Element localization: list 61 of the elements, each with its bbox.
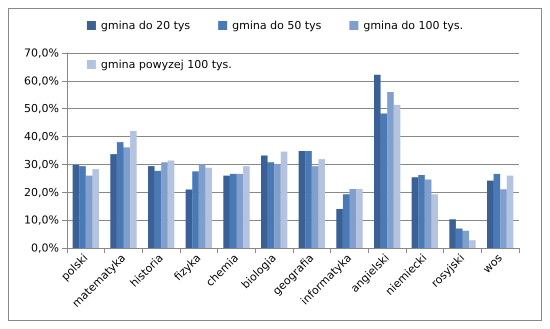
bar bbox=[154, 170, 162, 248]
bar bbox=[243, 166, 250, 248]
bar bbox=[412, 177, 418, 248]
bar bbox=[380, 113, 388, 248]
bar bbox=[236, 174, 244, 248]
bar bbox=[268, 162, 274, 248]
y-tick-label: 30,0% bbox=[24, 158, 59, 171]
bar bbox=[500, 189, 507, 248]
bar bbox=[456, 228, 462, 248]
bar bbox=[350, 188, 356, 248]
y-tick-label: 0,0% bbox=[31, 242, 59, 254]
bar bbox=[205, 168, 212, 248]
bar bbox=[342, 194, 350, 248]
legend-label: gmina do 50 tys bbox=[232, 19, 322, 32]
bar bbox=[374, 74, 381, 248]
bar bbox=[312, 166, 318, 248]
bar bbox=[431, 194, 438, 248]
bar bbox=[72, 164, 80, 248]
bar bbox=[494, 174, 500, 248]
bar bbox=[394, 104, 400, 248]
bar bbox=[424, 179, 432, 248]
y-tick-label: 40,0% bbox=[24, 130, 59, 144]
bar bbox=[110, 154, 117, 248]
legend-label: gmina do 20 tys bbox=[100, 19, 190, 32]
bar bbox=[486, 180, 494, 248]
bar bbox=[260, 156, 268, 248]
legend-label: gmina powyzej 100 tys. bbox=[100, 58, 232, 71]
bar bbox=[356, 188, 363, 248]
y-tick-label: 70,0% bbox=[24, 46, 59, 60]
legend-label: gmina do 100 tys. bbox=[363, 19, 464, 32]
y-tick-label: 60,0% bbox=[24, 74, 59, 88]
bar bbox=[318, 159, 326, 248]
bar bbox=[92, 169, 100, 248]
y-tick-label: 50,0% bbox=[24, 102, 59, 116]
bar bbox=[116, 142, 124, 248]
bar bbox=[305, 151, 312, 248]
bar bbox=[449, 219, 456, 248]
bar bbox=[387, 92, 394, 248]
bar bbox=[336, 209, 343, 248]
y-tick-label: 20,0% bbox=[24, 186, 59, 199]
bar bbox=[86, 176, 92, 248]
bar bbox=[230, 174, 236, 248]
x-tick-label: wos bbox=[480, 251, 505, 276]
bar bbox=[462, 230, 470, 248]
bar bbox=[418, 175, 425, 248]
bar bbox=[280, 152, 288, 248]
bar bbox=[506, 176, 514, 248]
bar bbox=[124, 147, 130, 248]
bar bbox=[198, 164, 206, 248]
bar bbox=[148, 166, 155, 248]
bar bbox=[79, 166, 86, 248]
bar bbox=[168, 160, 174, 248]
bar bbox=[130, 131, 137, 248]
bar bbox=[298, 151, 306, 248]
bar bbox=[161, 162, 168, 248]
bar bbox=[186, 190, 192, 248]
bar bbox=[274, 164, 281, 248]
y-tick-label: 10,0% bbox=[24, 214, 59, 227]
bar bbox=[192, 171, 199, 248]
bar bbox=[223, 176, 230, 248]
bar bbox=[469, 240, 476, 248]
